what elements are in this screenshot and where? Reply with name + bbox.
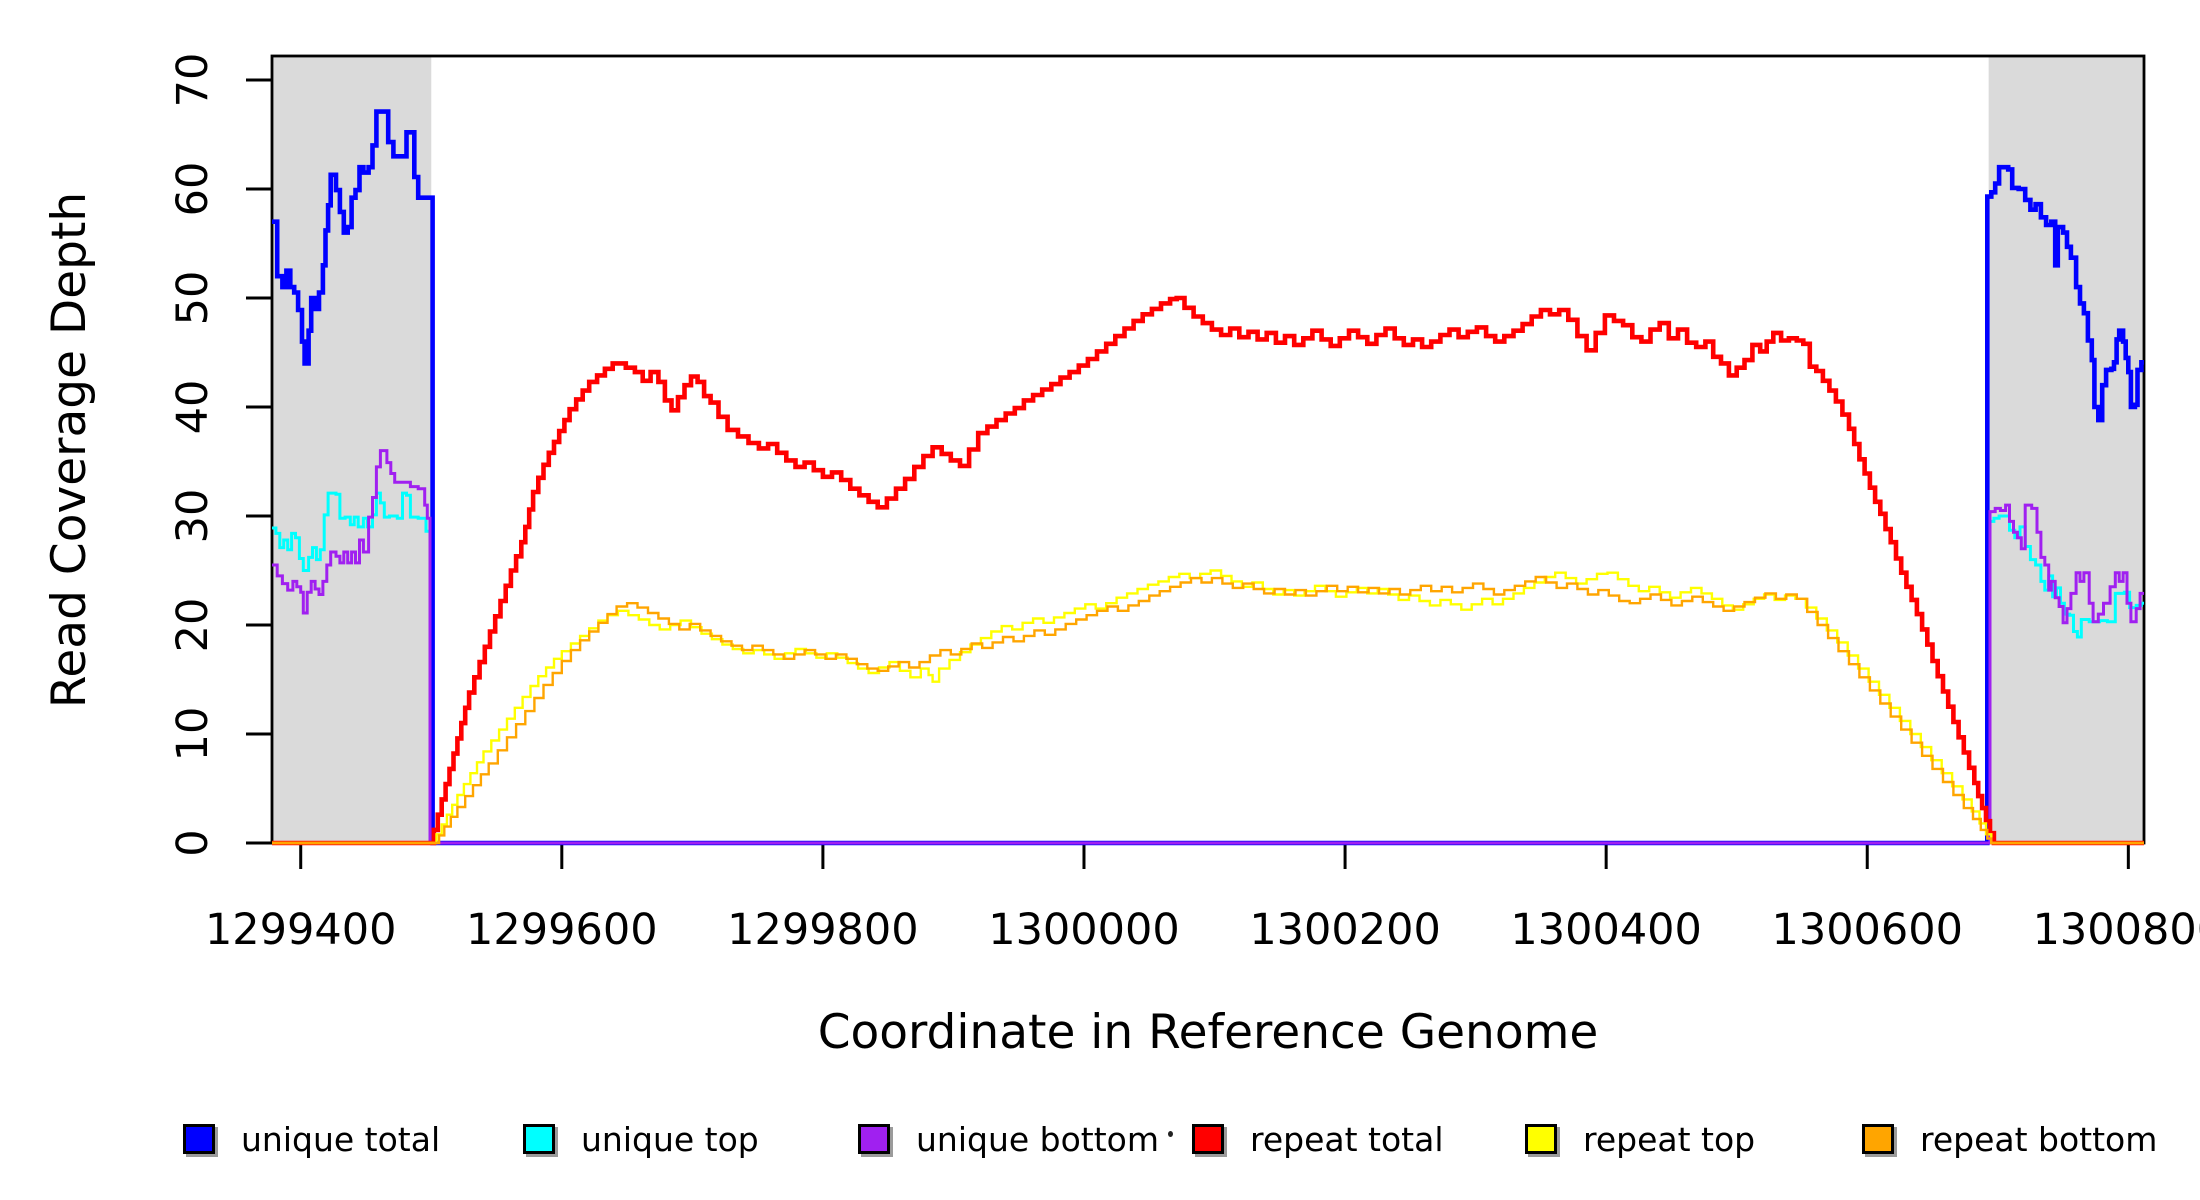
legend-label: repeat bottom [1920,1119,2158,1159]
legend-item-unique-total: unique total [183,1119,440,1159]
legend-swatch-repeat-total [1192,1124,1224,1154]
x-tick-label: 1299400 [205,905,397,955]
series-line-unique-top [272,491,2144,845]
y-tick-label: 60 [168,162,218,217]
x-axis-title: Coordinate in Reference Genome [818,1005,1599,1060]
y-axis-title: Read Coverage Depth [42,192,97,708]
legend-swatch-unique-total [183,1124,215,1154]
legend-item-repeat-bottom: repeat bottom [1862,1119,2157,1159]
legend-item-repeat-total: repeat total [1192,1119,1444,1159]
y-tick-label: 40 [168,380,218,435]
series-line-unique-total [272,109,2144,846]
y-tick-label: 70 [168,53,218,108]
legend-label: unique bottom [916,1119,1160,1159]
series-line-unique-bottom [272,449,2144,845]
y-tick-label: 0 [168,829,218,856]
plot-area: 1299400 1299600 1299800 1300000 1300200 13004… [168,53,2200,955]
y-tick-label: 10 [168,707,218,762]
y-tick-label: 50 [168,271,218,326]
x-tick-label: 1300200 [1249,905,1441,955]
y-tick-label: 30 [168,489,218,544]
y-tick-label: 20 [168,598,218,653]
x-tick-label: 1299600 [466,905,658,955]
series-line-repeat-top [272,569,2144,845]
shaded-region [272,56,432,843]
legend-item-repeat-top: repeat top [1525,1119,1755,1159]
stray-dot [1168,1131,1173,1137]
x-tick-label: 1300000 [988,905,1180,955]
x-tick-label: 1300600 [1771,905,1963,955]
legend-label: repeat total [1250,1119,1444,1159]
series-line-repeat-total [272,295,2144,846]
legend-swatch-repeat-top [1525,1124,1557,1154]
legend-swatch-repeat-bottom [1862,1124,1894,1154]
series-line-repeat-bottom [272,575,2144,845]
x-tick-label: 1300400 [1510,905,1702,955]
legend-item-unique-bottom: unique bottom [858,1119,1159,1159]
legend-item-unique-top: unique top [523,1119,759,1159]
legend-swatch-unique-bottom [858,1124,890,1154]
legend-label: repeat top [1583,1119,1756,1159]
legend-swatch-unique-top [523,1124,555,1154]
legend-label: unique top [581,1119,759,1159]
x-tick-label: 1299800 [727,905,919,955]
legend-label: unique total [241,1119,441,1159]
